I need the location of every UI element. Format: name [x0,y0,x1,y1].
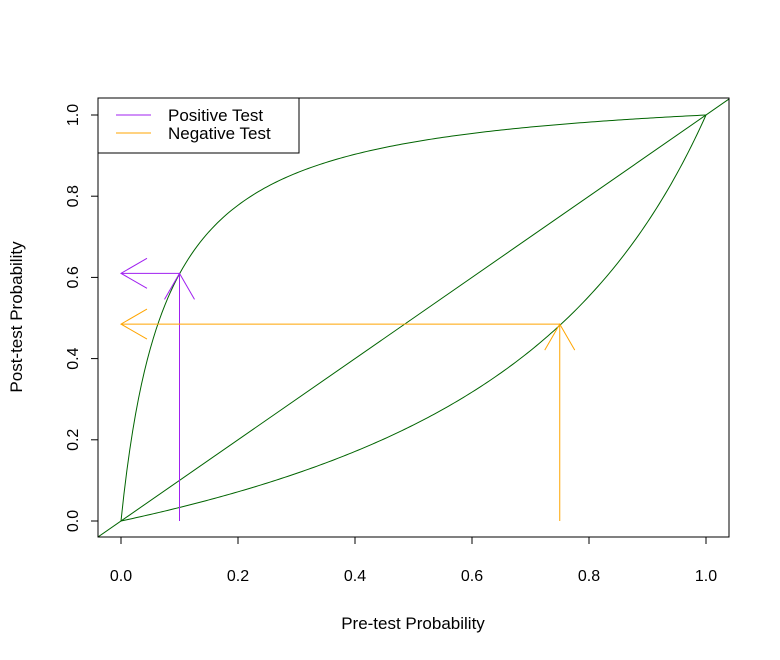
y-axis: 0.0 0.2 0.4 0.6 0.8 1.0 [65,104,99,532]
y-tick-label: 0.8 [65,185,82,207]
y-tick-label: 1.0 [65,104,82,126]
x-tick-label: 0.6 [461,568,483,585]
x-tick-label: 0.0 [110,568,132,585]
x-tick-label: 0.8 [578,568,600,585]
x-tick-label: 0.4 [344,568,366,585]
negative-test-horizontal-arrowhead [119,308,148,340]
positive-test-horizontal-arrowhead [119,257,148,289]
series-negative-test [119,308,576,521]
legend-box [97,97,300,154]
plot-area [98,98,729,537]
legend: Positive Test Negative Test [97,97,300,154]
legend-label-positive-test: Positive Test [168,106,263,125]
chart-marks [98,98,729,537]
diagonal-line [98,98,729,537]
x-axis: 0.0 0.2 0.4 0.6 0.8 1.0 [110,536,717,585]
x-tick-label: 0.2 [227,568,249,585]
x-axis-title: Pre-test Probability [341,614,485,633]
y-tick-label: 0.2 [65,429,82,451]
y-tick-label: 0.0 [65,510,82,532]
x-tick-label: 1.0 [695,568,717,585]
negative-lr-curve [120,114,707,522]
legend-label-negative-test: Negative Test [168,124,271,143]
y-tick-label: 0.6 [65,266,82,288]
y-tick-label: 0.4 [65,347,82,369]
positive-lr-curve [120,114,707,522]
series-positive-test [119,257,195,521]
y-axis-title: Post-test Probability [7,241,26,393]
